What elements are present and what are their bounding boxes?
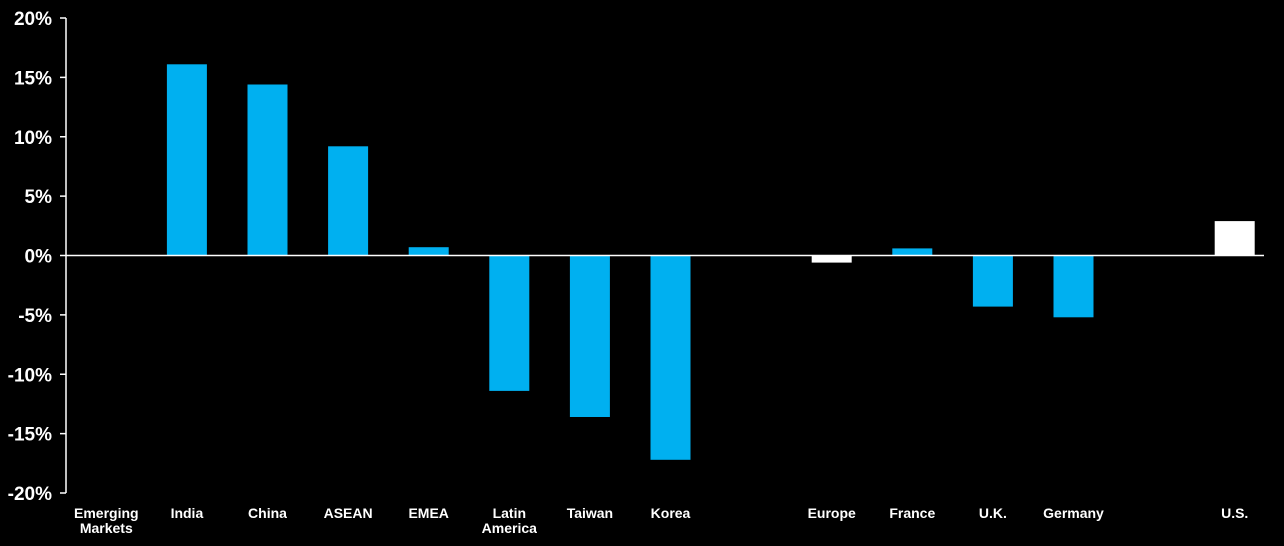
category-labels: Emerging Markets India China ASEAN EMEA Latin A… [74, 505, 1248, 536]
y-tick-label: -20% [8, 484, 52, 505]
y-tick-label: -10% [8, 365, 52, 386]
bar-europe [811, 255, 852, 263]
y-tick-label: 0% [25, 247, 53, 268]
y-tick-label: 10% [14, 128, 52, 149]
category-label-korea: Korea [651, 505, 691, 521]
bar-asean [328, 146, 369, 256]
bar-india [166, 64, 207, 256]
y-axis: 20% 15% 10% 5% 0% -5% -10% -15% -20% [8, 9, 67, 505]
y-tick-label: -5% [18, 306, 52, 327]
category-label-europe: Europe [808, 505, 856, 521]
category-label-latin-america: Latin America [482, 505, 537, 536]
bar-china [247, 84, 288, 256]
bar-korea [650, 255, 691, 460]
category-label-emerging-markets: Emerging Markets [74, 505, 139, 536]
bar-taiwan [569, 255, 610, 417]
category-label-india: India [171, 505, 204, 521]
category-label-asean: ASEAN [324, 505, 373, 521]
y-tick-label: 20% [14, 9, 52, 30]
category-label-emea: EMEA [408, 505, 448, 521]
y-tick-label: 15% [14, 68, 52, 89]
bar-u-k [972, 255, 1013, 307]
category-label-u-k: U.K. [979, 505, 1007, 521]
bar-france [892, 248, 933, 256]
category-label-france: France [889, 505, 935, 521]
category-label-taiwan: Taiwan [567, 505, 613, 521]
category-label-u-s: U.S. [1221, 505, 1248, 521]
y-tick-label: 5% [25, 187, 53, 208]
y-tick-label: -15% [8, 425, 52, 446]
bar-emea [408, 247, 449, 256]
bar-latin-america [489, 255, 530, 391]
category-label-china: China [248, 505, 287, 521]
bars-group [166, 64, 1255, 460]
bar-u-s [1214, 221, 1255, 256]
category-label-germany: Germany [1043, 505, 1104, 521]
bar-germany [1053, 255, 1094, 318]
